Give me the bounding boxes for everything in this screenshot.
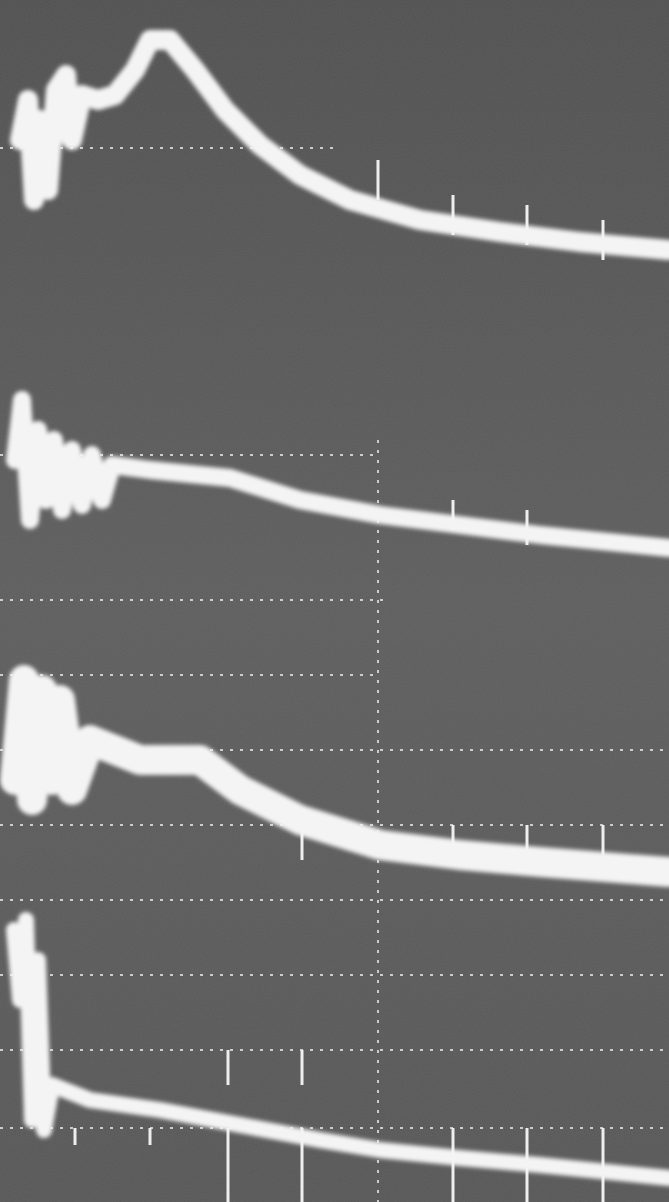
oscilloscope-photo xyxy=(0,0,669,1202)
page: (() => { const data = JSON.parse(documen… xyxy=(0,0,669,1202)
